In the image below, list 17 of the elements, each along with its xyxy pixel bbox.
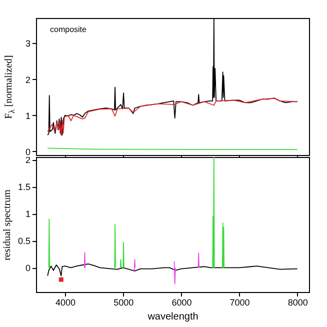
annotation: composite [50,25,88,34]
y-tick-label: 0.5 [18,236,30,246]
x-tick-label: 7000 [230,298,250,308]
y-tick-label: 3 [25,38,30,49]
y-tick-label: 0 [25,146,30,157]
y-tick-label: 1 [25,209,30,220]
x-tick-label: 6000 [172,298,192,308]
x-tick-label: 4000 [56,298,76,308]
y-tick-label: 2 [25,155,30,166]
x-axis-title: wavelength [146,312,198,322]
y-tick-label: 1 [25,110,30,121]
y-tick-label: 1.5 [18,182,30,192]
y-axis-title: residual spectrum [2,189,13,260]
y-tick-label: 0 [25,263,30,274]
x-tick-label: 5000 [114,298,134,308]
y-tick-label: 2 [25,74,30,85]
x-tick-label: 8000 [288,298,308,308]
